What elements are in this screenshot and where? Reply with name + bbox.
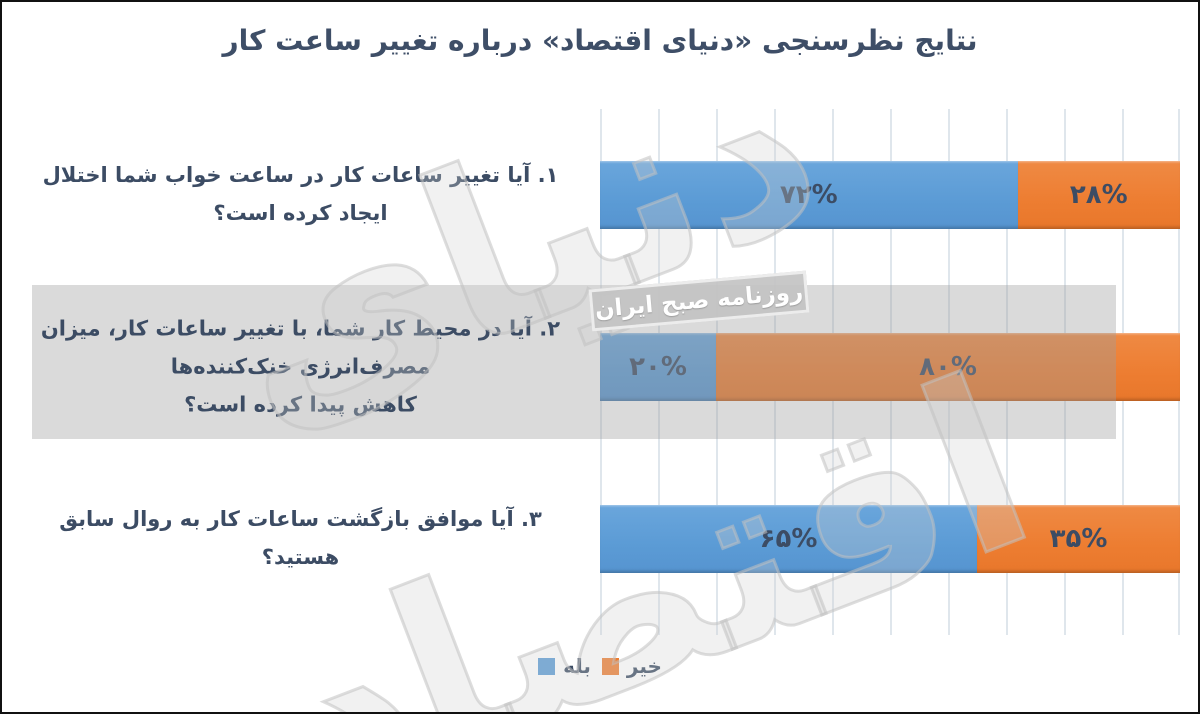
legend-swatch-no <box>601 657 619 675</box>
category-label-q2: ۲. آیا در محیط کار شما، با تغییر ساعات ک… <box>40 316 561 416</box>
bar-segment-no-q1: ۲۸% <box>1017 161 1180 229</box>
category-label-q1: ۱. آیا تغییر ساعات کار در ساعت خواب شما … <box>42 163 559 225</box>
legend: بله خیر <box>2 654 1198 678</box>
legend-label: بله <box>563 654 591 678</box>
bar-row-q2: ۲۰% ۸۰% <box>600 333 1180 401</box>
value-label: ۳۵% <box>1049 524 1108 554</box>
chart-title: نتایج نظرسنجی «دنیای اقتصاد» درباره تغیی… <box>222 24 978 57</box>
value-label: ۲۰% <box>629 352 687 382</box>
legend-item-yes: بله <box>538 654 591 678</box>
bar-row-q1: ۷۲% ۲۸% <box>600 161 1180 229</box>
bar-segment-yes-q3: ۶۵% <box>600 505 977 573</box>
legend-label: خیر <box>626 654 662 678</box>
bar-segment-no-q2: ۸۰% <box>716 333 1180 401</box>
value-label: ۲۸% <box>1069 180 1128 210</box>
legend-swatch-yes <box>538 657 556 675</box>
bar-segment-yes-q1: ۷۲% <box>600 161 1018 229</box>
value-label: ۸۰% <box>919 352 977 382</box>
category-label-q3: ۳. آیا موافق بازگشت ساعات کار به روال سا… <box>59 507 542 569</box>
value-label: ۶۵% <box>759 524 818 554</box>
value-label: ۷۲% <box>779 180 838 210</box>
bar-row-q3: ۶۵% ۳۵% <box>600 505 1180 573</box>
highlight-band <box>32 285 1116 439</box>
bar-segment-yes-q2: ۲۰% <box>600 333 716 401</box>
bar-segment-no-q3: ۳۵% <box>977 505 1180 573</box>
legend-item-no: خیر <box>601 654 662 678</box>
